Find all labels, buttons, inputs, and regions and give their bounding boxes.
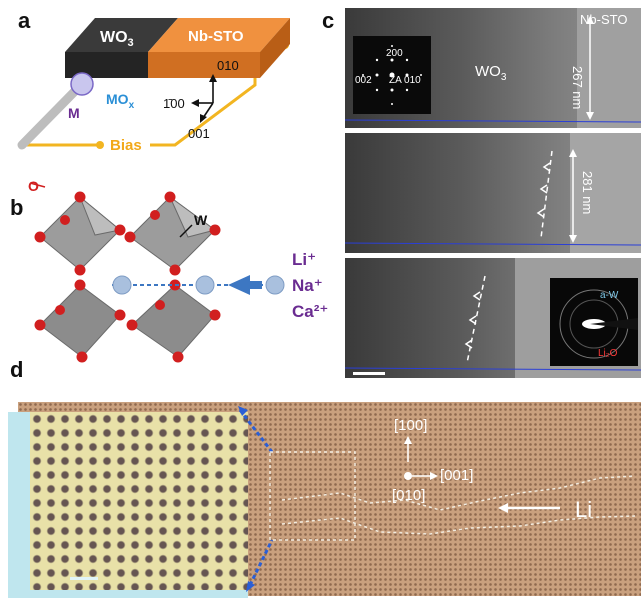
substrate-region [570,133,641,253]
ion-insertion-arrow [228,275,262,295]
wo3-block-top [65,18,178,52]
panel-d-overlay: [100] [001] [010] Li [238,406,636,592]
panel-d-letter: d [10,357,24,382]
wo3-block-front [65,52,148,78]
aw-ring-label: a-W [600,290,619,301]
panel-b-letter: b [10,195,24,220]
dir-001-label: [001] [440,467,473,484]
mox-bubble [70,72,94,96]
ion-li-label: Li⁺ [292,250,316,269]
saed-inset: a-W Li₂O [550,278,638,366]
nbsto-block-side [260,18,290,78]
nbsto-label: Nb-STO [188,28,244,45]
axis-001-label: 001 [188,126,210,141]
axis-100-label: 1̄00 [163,96,185,111]
tem-image-2: 281 nm [345,133,641,253]
axis-010-label: 010 [217,58,239,73]
wo3-label: WO3 [100,29,134,49]
bias-label: Bias [110,137,142,154]
nbsto-block-front [148,52,260,78]
m-label: M [68,105,80,121]
diffraction-pattern: 200 002 ZA 010 [353,36,431,114]
li-migration-label: Li [575,497,592,522]
probe-tip [17,83,83,150]
zone-axis-label: ZA 010 [389,75,421,86]
tem-image-1: 200 002 ZA 010 WO3 Nb-STO 267 nm [345,8,641,128]
dir-010-label: [010] [392,487,425,504]
spot-200-label: 200 [386,48,403,59]
nbsto-block-top [148,18,290,52]
ion-ca-label: Ca²⁺ [292,302,328,321]
li2o-ring-label: Li₂O [598,348,618,359]
dir-100-label: [100] [394,417,427,434]
mox-label: MOx [106,91,135,111]
thickness-267-label: 267 nm [570,66,585,110]
zoomed-lattice-inset [8,412,248,598]
panel-b-crystal-structure: O W Li⁺ Na⁺ Ca²⁺ [28,178,328,363]
tem-image-3: a-W Li₂O [345,258,641,378]
inset-scale-bar [70,577,98,580]
scale-bar [353,372,385,375]
panel-c-letter: c [322,8,335,33]
tungsten-label: W [194,212,208,228]
spot-002-label: 002 [355,75,372,86]
ion-na-label: Na⁺ [292,276,323,295]
tem1-nbsto-label: Nb-STO [580,12,628,27]
oxygen-label: O [28,178,39,194]
panel-a-device-diagram: WO3 Nb-STO 010 1̄00 001 MOx M Bias [17,18,290,154]
panel-a-letter: a [18,8,31,33]
tem1-wo3-label: WO3 [475,63,507,83]
thickness-281-label: 281 nm [580,171,595,215]
substrate-region [577,8,641,128]
